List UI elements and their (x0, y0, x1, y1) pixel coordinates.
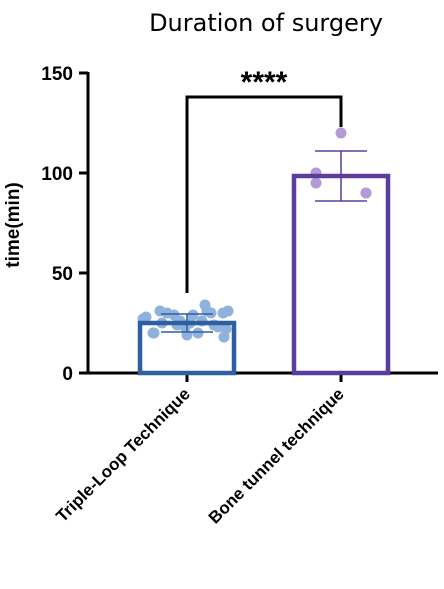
data-point (360, 187, 372, 199)
data-point (192, 327, 204, 339)
y-tick-label: 0 (62, 364, 73, 385)
y-tick-label: 150 (41, 64, 73, 85)
data-point (335, 127, 347, 139)
data-point (217, 307, 229, 319)
bar (291, 173, 391, 376)
significance-bracket (185, 95, 343, 293)
y-axis-title: time(min) (3, 182, 24, 268)
data-point (310, 177, 322, 189)
data-point (218, 331, 230, 343)
x-tick-label: Bone tunnel technique (205, 384, 348, 527)
y-tick-label: 100 (41, 164, 73, 185)
chart-title: Duration of surgery (149, 9, 383, 37)
data-point (201, 305, 213, 317)
significance-label: **** (241, 66, 288, 99)
y-tick-label: 50 (52, 264, 73, 285)
data-point (148, 327, 160, 339)
plot-area: 0 50 100 150 Triple-Loop Technique Bone tunne… (41, 64, 438, 527)
x-tick-label: Triple-Loop Technique (52, 384, 193, 525)
